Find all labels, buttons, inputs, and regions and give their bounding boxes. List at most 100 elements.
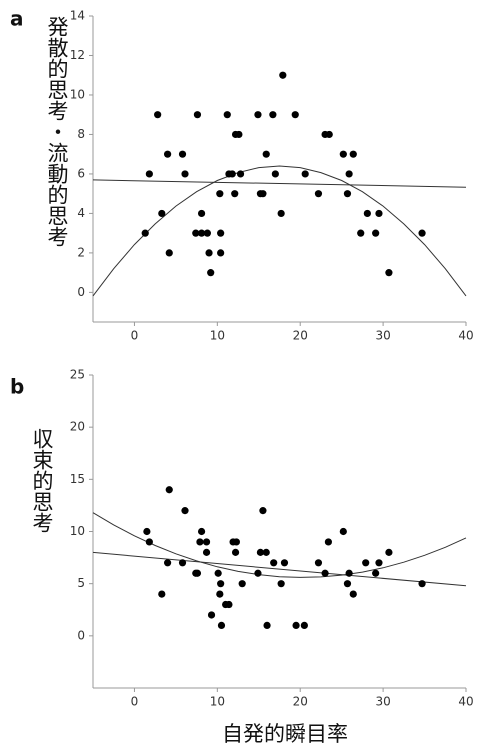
data-point (196, 538, 204, 546)
y-axis-title: 発散的思考・流動的思考 (45, 16, 69, 247)
x-tick-label: 20 (293, 695, 308, 709)
data-point (145, 170, 153, 178)
data-point (343, 580, 352, 588)
data-point (197, 229, 206, 237)
data-point (300, 621, 308, 630)
x-tick-label: 40 (458, 695, 473, 709)
data-point (197, 209, 206, 218)
x-tick-label: 30 (375, 695, 390, 709)
y-tick-label: 10 (70, 524, 85, 538)
y-tick-label: 14 (70, 9, 85, 23)
data-point (158, 590, 166, 598)
data-point (231, 190, 239, 198)
data-point (277, 580, 285, 588)
data-point (181, 170, 189, 178)
data-point (271, 170, 279, 178)
data-point (325, 130, 333, 139)
data-point (279, 71, 287, 79)
data-point (292, 621, 300, 630)
y-tick-label: 12 (70, 48, 85, 62)
data-point (238, 580, 246, 588)
data-point (216, 590, 224, 598)
data-point (357, 229, 365, 237)
data-point (202, 548, 211, 556)
data-point (164, 559, 172, 567)
data-point (280, 559, 289, 567)
data-point (372, 569, 380, 577)
x-tick-label: 20 (293, 329, 308, 343)
data-point (372, 229, 380, 237)
x-tick-label: 0 (131, 329, 139, 343)
data-point (259, 190, 267, 198)
data-point (262, 548, 270, 556)
data-point (228, 170, 236, 178)
y-tick-label: 6 (77, 166, 85, 180)
data-point (362, 559, 370, 567)
fit-line (92, 179, 467, 188)
data-point (178, 150, 187, 158)
y-tick-label: 0 (77, 628, 85, 642)
data-point (375, 559, 383, 567)
data-point (141, 229, 149, 237)
y-title-background (44, 14, 70, 260)
data-point (193, 111, 202, 119)
data-point (263, 621, 271, 630)
x-tick-label: 10 (210, 695, 225, 709)
y-tick-label: 8 (77, 127, 85, 141)
fit-line (92, 551, 467, 587)
data-point (232, 538, 240, 546)
data-point (277, 209, 285, 218)
y-tick-label: 10 (70, 87, 85, 101)
data-point (178, 559, 187, 567)
data-point (236, 170, 245, 178)
data-point (385, 548, 393, 556)
data-point (225, 600, 233, 609)
data-point (259, 507, 267, 515)
data-point (418, 580, 426, 588)
data-point (375, 209, 383, 218)
fit-line (92, 512, 467, 578)
data-point (321, 569, 329, 577)
x-tick-label: 0 (131, 695, 139, 709)
data-point (254, 569, 262, 577)
data-point (143, 527, 151, 536)
data-point (363, 209, 371, 218)
data-point (314, 190, 323, 198)
y-title-background (29, 426, 55, 540)
data-point (205, 249, 213, 257)
data-point (254, 111, 262, 119)
data-point (270, 559, 278, 567)
y-tick-label: 2 (77, 245, 85, 259)
data-point (269, 111, 277, 119)
panel-label: b (10, 375, 24, 399)
data-point (256, 548, 265, 556)
data-point (231, 548, 240, 556)
data-point (418, 229, 426, 237)
x-axis-title: 自発的瞬目率 (222, 722, 348, 746)
data-point (214, 569, 222, 577)
data-point (145, 538, 153, 546)
data-point (301, 170, 309, 178)
data-point (158, 209, 166, 218)
data-point (217, 580, 225, 588)
data-point (235, 130, 243, 139)
data-point (385, 269, 393, 277)
data-point (345, 170, 353, 178)
data-point (339, 527, 347, 536)
y-tick-label: 20 (70, 420, 85, 434)
data-point (314, 559, 323, 567)
data-point (262, 150, 270, 158)
data-point (349, 150, 357, 158)
data-point (203, 229, 211, 237)
fit-line (92, 165, 467, 297)
panel-label: a (10, 7, 24, 31)
data-point (324, 538, 333, 546)
y-tick-label: 0 (77, 285, 85, 299)
x-tick-label: 40 (458, 329, 473, 343)
y-axis-title: 収束的思考 (30, 428, 54, 533)
data-point (193, 569, 202, 577)
y-tick-label: 25 (70, 368, 85, 382)
data-point (181, 507, 189, 515)
y-tick-label: 15 (70, 472, 85, 486)
